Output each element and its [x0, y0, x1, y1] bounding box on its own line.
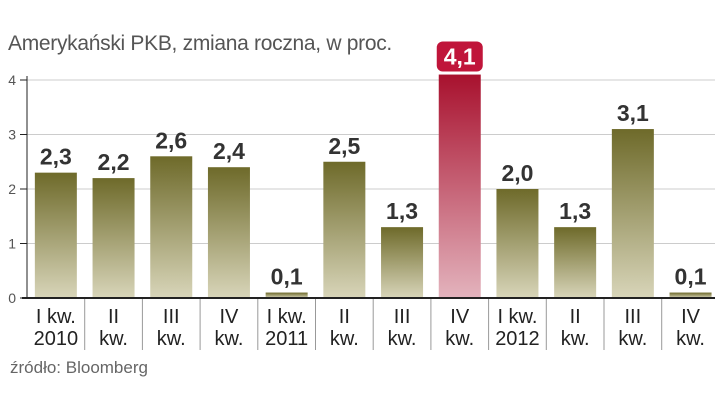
y-tick-label: 3	[8, 127, 16, 143]
category-label-line2: kw.	[676, 328, 705, 350]
category-label-line1: I kw.	[267, 306, 307, 328]
y-axis-ticks: 0 1 2 3 4	[8, 72, 28, 306]
bar	[207, 167, 250, 298]
bars	[34, 74, 712, 298]
value-label: 2,2	[98, 149, 130, 175]
category-label-line2: kw.	[445, 328, 474, 350]
bar	[496, 189, 539, 298]
value-labels: 2,3 2,2 2,6 2,4 0,1 2,5 1,3 4,1 2,0 1,3 3,1 0,1	[40, 41, 707, 290]
category-label-line2: kw.	[99, 328, 128, 350]
category-label-line1: II	[108, 306, 119, 328]
chart-title: Amerykański PKB, zmiana roczna, w proc.	[8, 32, 392, 55]
category-label-line1: III	[625, 306, 642, 328]
value-label-badge	[436, 41, 483, 72]
bar	[554, 227, 597, 298]
value-label: 2,3	[40, 144, 72, 170]
category-label-line1: IV	[219, 306, 239, 328]
category-label-line1: I kw.	[36, 306, 76, 328]
value-label: 3,1	[617, 100, 649, 126]
source-note: źródło: Bloomberg	[10, 358, 148, 377]
bar	[669, 292, 712, 298]
bar	[438, 74, 481, 298]
x-axis	[22, 297, 715, 350]
y-tick-label: 4	[8, 72, 16, 88]
y-tick-label: 2	[8, 181, 16, 197]
y-tick-label: 1	[8, 236, 16, 252]
value-label: 2,6	[155, 127, 187, 153]
category-label-line1: I kw.	[497, 306, 537, 328]
category-label-line1: II	[570, 306, 581, 328]
category-label-line1: II	[339, 306, 350, 328]
bar	[323, 161, 366, 298]
value-label: 0,1	[271, 264, 303, 290]
bar	[34, 172, 77, 298]
category-label-line2: 2012	[495, 328, 540, 350]
category-label-line1: III	[394, 306, 411, 328]
y-tick-label: 0	[8, 290, 16, 306]
category-label-line2: 2010	[34, 328, 79, 350]
bar	[381, 227, 424, 298]
category-label-line2: kw.	[157, 328, 186, 350]
category-label-line1: IV	[450, 306, 470, 328]
bar	[265, 292, 308, 298]
grid-lines	[22, 79, 715, 244]
bar	[611, 129, 654, 298]
category-label-line2: 2011	[265, 328, 308, 350]
category-label-line2: kw.	[214, 328, 243, 350]
value-label: 0,1	[675, 264, 707, 290]
category-label-line2: kw.	[618, 328, 647, 350]
category-label-line1: III	[163, 306, 180, 328]
category-label-line1: IV	[681, 306, 701, 328]
value-label: 4,1	[444, 44, 476, 70]
value-label: 2,5	[328, 133, 360, 159]
bar	[150, 156, 193, 298]
value-label: 2,0	[501, 160, 533, 186]
value-label: 1,3	[559, 198, 591, 224]
category-label-line2: kw.	[561, 328, 590, 350]
category-label-line2: kw.	[330, 328, 359, 350]
value-label: 2,4	[213, 138, 245, 164]
bar	[92, 178, 135, 298]
category-label-line2: kw.	[388, 328, 417, 350]
value-label: 1,3	[386, 198, 418, 224]
